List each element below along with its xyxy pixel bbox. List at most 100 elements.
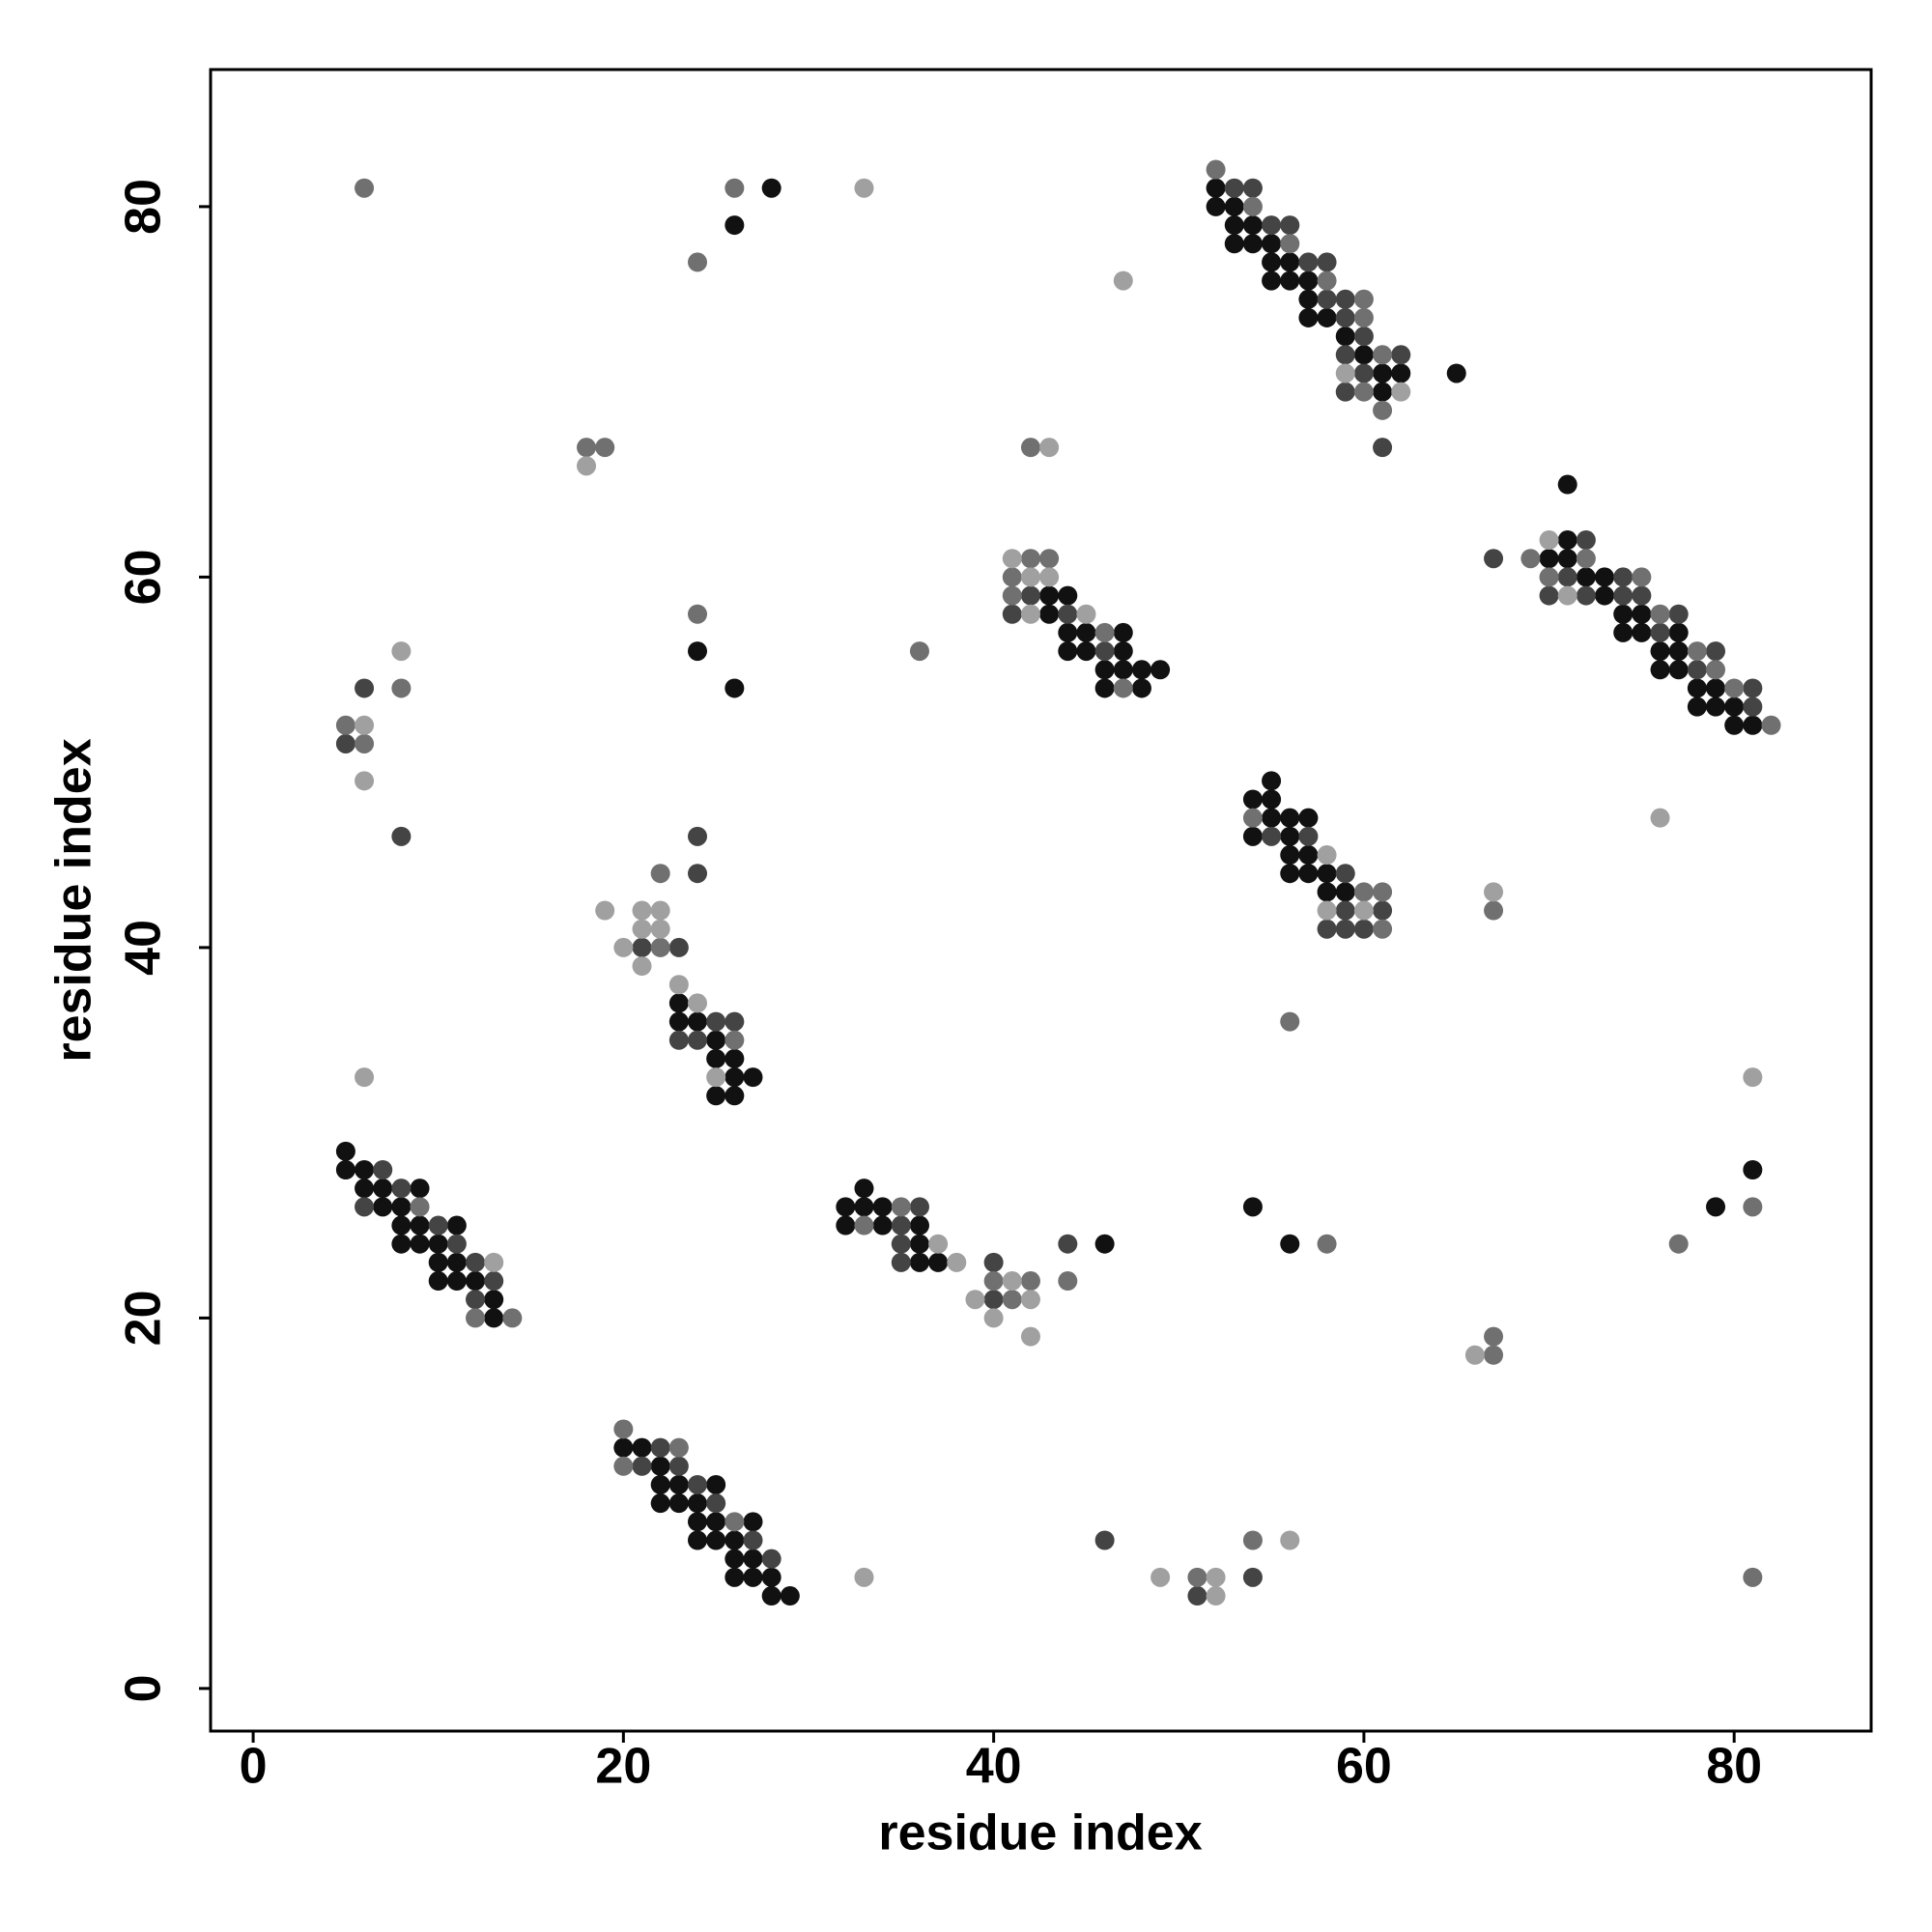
- point: [1539, 530, 1559, 551]
- point: [909, 1197, 929, 1217]
- point: [1484, 1326, 1504, 1347]
- point: [706, 1512, 726, 1532]
- point: [335, 715, 355, 735]
- point: [743, 1067, 763, 1088]
- point: [1335, 864, 1355, 884]
- point: [1039, 438, 1060, 458]
- point: [1020, 567, 1040, 587]
- point: [1076, 604, 1096, 624]
- point: [1484, 549, 1504, 569]
- point: [1353, 900, 1374, 921]
- point: [872, 1197, 893, 1217]
- point: [1632, 567, 1652, 587]
- point: [632, 1437, 652, 1458]
- x-tick-label: 80: [1706, 1739, 1762, 1795]
- point: [780, 1586, 800, 1606]
- point: [1280, 1234, 1300, 1254]
- point: [428, 1234, 448, 1254]
- point: [1280, 808, 1300, 828]
- point: [391, 1215, 412, 1236]
- point: [632, 937, 652, 957]
- point: [1280, 234, 1300, 254]
- point: [1020, 1290, 1040, 1310]
- point: [668, 1456, 689, 1476]
- point: [761, 178, 781, 198]
- point: [724, 178, 745, 198]
- point: [1317, 289, 1337, 309]
- point: [1242, 1530, 1263, 1550]
- point: [1557, 567, 1577, 587]
- point: [373, 1197, 393, 1217]
- point: [1224, 234, 1244, 254]
- point: [595, 900, 615, 921]
- point: [1242, 196, 1263, 216]
- point: [1743, 1067, 1763, 1088]
- point: [836, 1215, 856, 1236]
- point: [1539, 567, 1559, 587]
- point: [1039, 549, 1060, 569]
- point: [854, 178, 874, 198]
- point: [1187, 1567, 1208, 1587]
- point: [1094, 678, 1115, 698]
- point: [1002, 1290, 1022, 1310]
- point: [1076, 641, 1096, 662]
- point: [1353, 363, 1374, 384]
- point: [1262, 252, 1282, 272]
- point: [836, 1197, 856, 1217]
- point: [410, 1234, 430, 1254]
- point: [1058, 604, 1078, 624]
- point: [1206, 159, 1226, 180]
- point: [724, 1030, 745, 1050]
- point: [391, 1179, 412, 1199]
- point: [1280, 864, 1300, 884]
- point: [1242, 789, 1263, 810]
- point: [706, 1493, 726, 1514]
- point: [688, 1474, 708, 1494]
- point: [1335, 345, 1355, 365]
- point: [1687, 696, 1707, 717]
- point: [1280, 1530, 1300, 1550]
- y-tick-label: 40: [116, 920, 172, 976]
- point: [1373, 400, 1393, 420]
- point: [1335, 900, 1355, 921]
- point: [872, 1215, 893, 1236]
- point: [502, 1308, 523, 1328]
- point: [335, 1141, 355, 1161]
- point: [1187, 1586, 1208, 1606]
- point: [466, 1271, 486, 1292]
- point: [1595, 567, 1615, 587]
- point: [1613, 622, 1634, 642]
- point: [1298, 808, 1319, 828]
- point: [632, 956, 652, 977]
- point: [1262, 771, 1282, 791]
- point: [854, 1215, 874, 1236]
- point: [688, 1030, 708, 1050]
- point: [613, 937, 634, 957]
- point: [1539, 585, 1559, 606]
- point: [724, 1011, 745, 1032]
- point: [1706, 641, 1726, 662]
- point: [854, 1567, 874, 1587]
- point: [1687, 641, 1707, 662]
- point: [688, 1493, 708, 1514]
- point: [1743, 715, 1763, 735]
- point: [1761, 715, 1781, 735]
- point: [1353, 882, 1374, 902]
- point: [1650, 660, 1670, 680]
- point: [909, 1215, 929, 1236]
- point: [595, 438, 615, 458]
- x-axis-label: residue index: [878, 1805, 1202, 1861]
- point: [1687, 660, 1707, 680]
- point: [391, 1234, 412, 1254]
- point: [928, 1234, 949, 1254]
- point: [1224, 178, 1244, 198]
- point: [1262, 234, 1282, 254]
- point: [335, 1159, 355, 1179]
- point: [909, 1252, 929, 1272]
- point: [1002, 604, 1022, 624]
- point: [1058, 1234, 1078, 1254]
- point: [1242, 826, 1263, 846]
- point: [1353, 327, 1374, 347]
- point: [391, 678, 412, 698]
- point: [1002, 567, 1022, 587]
